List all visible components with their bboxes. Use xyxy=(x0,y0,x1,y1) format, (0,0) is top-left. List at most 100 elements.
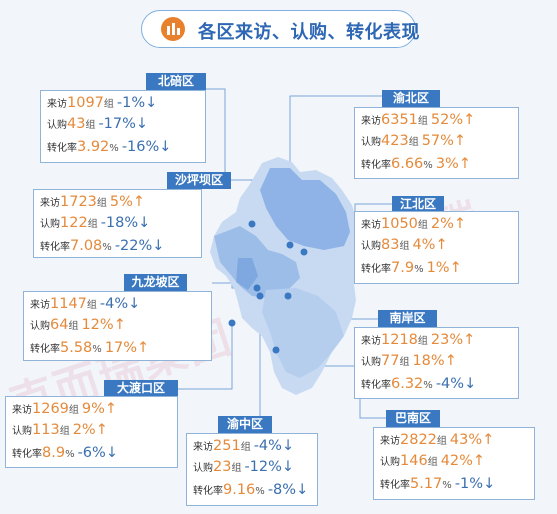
district-label: 江北区 xyxy=(392,196,444,213)
change-value: 18% xyxy=(412,353,445,369)
metric-value: 6351 xyxy=(381,112,418,128)
arrow-up-icon: ↑ xyxy=(463,112,476,128)
metric-unit: 组 xyxy=(399,357,410,368)
arrow-down-icon: ↓ xyxy=(145,95,158,111)
metric-value: 5.17 xyxy=(410,476,443,492)
metric-unit: 组 xyxy=(87,219,98,230)
chongqing-map-shape xyxy=(210,157,362,395)
district-label: 沙坪坝区 xyxy=(167,172,231,189)
district-stats-card: 来访1218组 23%↑ 认购77组 18%↑ 转化率6.32% -4%↓ xyxy=(354,327,519,399)
metric-label: 转化率 xyxy=(30,344,60,355)
metric-value: 423 xyxy=(381,133,409,149)
arrow-up-icon: ↑ xyxy=(113,317,126,333)
percent-sign: % xyxy=(102,242,112,253)
metric-label: 来访 xyxy=(361,116,381,127)
metric-value: 7.08 xyxy=(70,238,103,254)
metric-label: 来访 xyxy=(12,405,32,416)
change-value: -1% xyxy=(116,95,146,111)
metric-value: 6.66 xyxy=(391,156,424,172)
change-value: 12% xyxy=(81,317,114,333)
district-stats-card: 来访1723组 5%↑ 认购122组 -18%↓ 转化率7.08% -22%↓ xyxy=(33,189,202,258)
visits-row: 来访1723组 5%↑ xyxy=(40,194,145,210)
metric-value: 8.9 xyxy=(42,445,66,461)
arrow-up-icon: ↑ xyxy=(104,401,118,417)
metric-label: 认购 xyxy=(40,219,60,230)
subscriptions-row: 认购423组 57%↑ xyxy=(361,133,466,149)
district-label: 大渡口区 xyxy=(104,380,178,397)
change-value: -4% xyxy=(99,296,129,312)
change-value: 3% xyxy=(435,156,459,172)
metric-value: 77 xyxy=(381,353,400,369)
metric-label: 转化率 xyxy=(361,380,391,391)
metric-label: 来访 xyxy=(193,442,213,453)
district-label: 北碚区 xyxy=(146,73,206,90)
arrow-down-icon: ↓ xyxy=(135,116,149,132)
percent-sign: % xyxy=(442,480,452,491)
metric-value: 1050 xyxy=(381,216,418,232)
percent-sign: % xyxy=(65,449,75,460)
subscriptions-row: 认购23组 -12%↓ xyxy=(193,459,294,475)
subscriptions-row: 认购83组 4%↑ xyxy=(361,237,448,253)
change-value: -18% xyxy=(100,215,139,231)
metric-label: 来访 xyxy=(47,99,67,110)
metric-unit: 组 xyxy=(436,436,447,447)
change-value: 2% xyxy=(430,216,454,232)
district-stats-card: 来访1147组 -4%↓ 认购64组 12%↑ 转化率5.58% 17%↑ xyxy=(23,291,212,361)
arrow-up-icon: ↑ xyxy=(453,133,467,149)
metric-value: 83 xyxy=(381,237,400,253)
metric-value: 251 xyxy=(213,438,241,454)
conversion-row: 转化率8.9% -6%↓ xyxy=(12,445,118,461)
metric-unit: 组 xyxy=(85,120,96,131)
metric-unit: 组 xyxy=(68,321,79,332)
metric-value: 5.58 xyxy=(60,340,93,356)
arrow-up-icon: ↑ xyxy=(435,237,448,253)
subscriptions-row: 认购77组 18%↑ xyxy=(361,353,457,369)
change-value: 5% xyxy=(109,194,133,210)
change-value: 43% xyxy=(449,432,483,448)
metric-value: 1097 xyxy=(67,95,104,111)
metric-label: 认购 xyxy=(361,137,381,148)
conversion-row: 转化率5.58% 17%↑ xyxy=(30,340,149,356)
metric-value: 2822 xyxy=(400,432,437,448)
metric-label: 转化率 xyxy=(193,486,223,497)
metric-value: 7.9 xyxy=(391,260,415,276)
arrow-down-icon: ↓ xyxy=(483,476,496,492)
visits-row: 来访1218组 23%↑ xyxy=(361,332,475,348)
subscriptions-row: 认购146组 42%↑ xyxy=(380,453,485,469)
district-label: 渝中区 xyxy=(218,416,272,433)
change-value: -8% xyxy=(267,482,297,498)
conversion-row: 转化率9.16% -8%↓ xyxy=(193,482,308,498)
metric-unit: 组 xyxy=(231,463,242,474)
metric-value: 23 xyxy=(213,459,232,475)
metric-value: 146 xyxy=(400,453,428,469)
change-value: 42% xyxy=(440,453,473,469)
arrow-down-icon: ↓ xyxy=(464,376,477,392)
metric-label: 转化率 xyxy=(12,449,42,460)
arrow-up-icon: ↑ xyxy=(95,422,108,438)
metric-value: 1147 xyxy=(50,296,87,312)
district-stats-card: 来访1269组 9%↑ 认购113组 2%↑ 转化率8.9% -6%↓ xyxy=(5,396,178,468)
district-stats-card: 来访2822组 43%↑ 认购146组 42%↑ 转化率5.17% -1%↓ xyxy=(373,427,535,500)
change-value: -12% xyxy=(244,459,282,475)
change-value: 52% xyxy=(430,112,464,128)
district-label: 南岸区 xyxy=(378,310,437,327)
change-value: 57% xyxy=(421,133,454,149)
visits-row: 来访1147组 -4%↓ xyxy=(30,296,140,312)
metric-value: 1269 xyxy=(32,401,69,417)
percent-sign: % xyxy=(423,380,433,391)
metric-unit: 组 xyxy=(417,220,428,231)
visits-row: 来访2822组 43%↑ xyxy=(380,432,494,448)
visits-row: 来访251组 -4%↓ xyxy=(193,438,294,454)
district-stats-card: 来访1097组 -1%↓ 认购43组 -17%↓ 转化率3.92% -16%↓ xyxy=(40,90,206,163)
visits-row: 来访1269组 9%↑ xyxy=(12,401,117,417)
metric-unit: 组 xyxy=(399,241,410,252)
percent-sign: % xyxy=(423,160,433,171)
arrow-down-icon: ↓ xyxy=(281,459,295,475)
metric-unit: 组 xyxy=(59,426,70,437)
arrow-down-icon: ↓ xyxy=(138,215,151,231)
conversion-row: 转化率6.66% 3%↑ xyxy=(361,156,471,172)
district-label: 巴南区 xyxy=(386,410,440,427)
percent-sign: % xyxy=(109,143,119,154)
subscriptions-row: 认购43组 -17%↓ xyxy=(47,116,148,132)
percent-sign: % xyxy=(414,264,424,275)
